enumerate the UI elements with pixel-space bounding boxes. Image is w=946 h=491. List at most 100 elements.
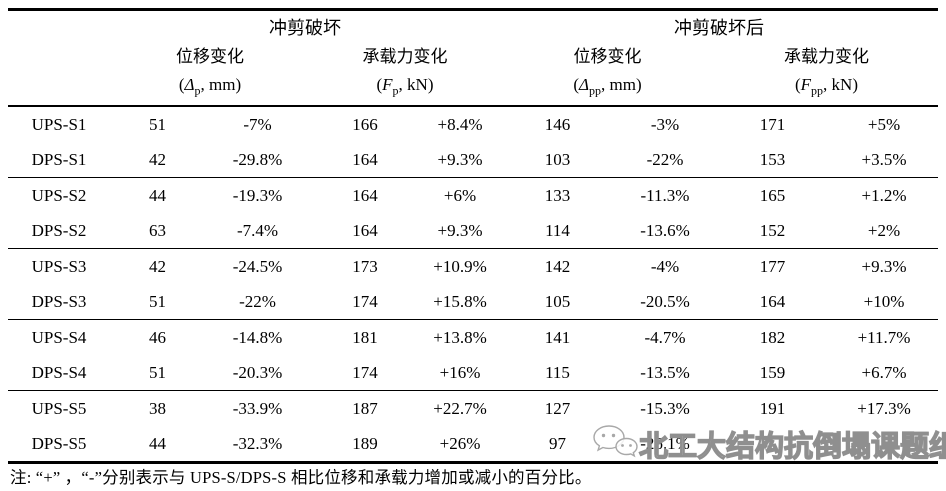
data-cell: -13.6% <box>640 220 690 240</box>
data-cell <box>715 426 830 463</box>
row-label: DPS-S4 <box>31 362 87 382</box>
data-cell: 164 <box>759 291 786 311</box>
data-cell: 97 <box>549 433 566 453</box>
header-title: 位移变化 <box>573 47 642 67</box>
data-cell: 146 <box>544 114 571 134</box>
table-row: DPS-S1 42 -29.8% 164 +9.3% 103 -22% 153 +3.5% <box>8 142 938 178</box>
table-row: UPS-S4 46 -14.8% 181 +13.8% 141 -4.7% 182 +11.7% <box>8 320 938 356</box>
data-cell: -20.5% <box>640 291 690 311</box>
table-row: UPS-S5 38 -33.9% 187 +22.7% 127 -15.3% 191 +17.3… <box>8 391 938 427</box>
data-cell: 51 <box>149 362 166 382</box>
data-cell: +9.3% <box>437 220 483 240</box>
data-cell: +9.3% <box>437 149 483 169</box>
data-cell: 141 <box>544 327 571 347</box>
data-cell: +15.8% <box>433 291 487 311</box>
data-cell: +6.7% <box>861 362 907 382</box>
row-label: DPS-S3 <box>31 291 87 311</box>
data-cell: 165 <box>759 185 786 205</box>
data-cell: 191 <box>759 398 786 418</box>
data-cell: +11.7% <box>857 327 911 347</box>
sub-header-row: 位移变化 (Δp, mm) 承载力变化 (Fp, kN) 位移变化 (Δpp, … <box>8 43 938 106</box>
table-row: DPS-S5 44 -32.3% 189 +26% 97 -26.1% <box>8 426 938 463</box>
data-cell: -29.8% <box>232 149 283 169</box>
row-label-header <box>8 43 110 106</box>
data-cell: +6% <box>443 185 477 205</box>
header-capacity-p: 承载力变化 (Fp, kN) <box>310 43 500 106</box>
table-row: UPS-S2 44 -19.3% 164 +6% 133 -11.3% 165 +1.2% <box>8 178 938 214</box>
header-displacement-p: 位移变化 (Δp, mm) <box>110 43 310 106</box>
data-cell: +3.5% <box>861 149 907 169</box>
table-row: UPS-S1 51 -7% 166 +8.4% 146 -3% 171 +5% <box>8 106 938 142</box>
data-cell: 44 <box>149 185 166 205</box>
data-cell: -4.7% <box>644 327 686 347</box>
data-cell: 182 <box>759 327 786 347</box>
data-cell: -3% <box>650 114 680 134</box>
data-cell: +8.4% <box>437 114 483 134</box>
row-label: UPS-S4 <box>31 327 87 347</box>
data-cell: 174 <box>352 362 378 382</box>
results-table: 冲剪破坏 冲剪破坏后 位移变化 (Δp, mm) 承载力变化 (Fp, kN) … <box>8 8 938 464</box>
data-cell: +5% <box>867 114 901 134</box>
data-cell: 51 <box>149 114 166 134</box>
data-cell: +22.7% <box>433 398 487 418</box>
data-cell: 187 <box>352 398 378 418</box>
data-cell: 142 <box>544 256 571 276</box>
data-cell: 152 <box>759 220 786 240</box>
table-row: UPS-S3 42 -24.5% 173 +10.9% 142 -4% 177 +9.3% <box>8 249 938 285</box>
data-cell: +16% <box>439 362 481 382</box>
data-cell: 174 <box>352 291 378 311</box>
header-unit: (Fp, kN) <box>376 75 434 98</box>
group-header-row: 冲剪破坏 冲剪破坏后 <box>8 10 938 44</box>
data-cell: -4% <box>650 256 680 276</box>
data-cell: 166 <box>352 114 378 134</box>
data-cell: 177 <box>759 256 786 276</box>
data-cell: 38 <box>149 398 166 418</box>
data-cell: 105 <box>544 291 571 311</box>
group-header-punching: 冲剪破坏 <box>269 18 341 38</box>
group-header-after-punching: 冲剪破坏后 <box>674 18 764 38</box>
data-cell: 171 <box>759 114 786 134</box>
data-cell: -33.9% <box>232 398 283 418</box>
data-cell: 133 <box>544 185 571 205</box>
header-unit: (Δp, mm) <box>178 75 242 98</box>
data-cell: -14.8% <box>232 327 283 347</box>
data-cell: +10% <box>863 291 905 311</box>
data-cell: -19.3% <box>232 185 283 205</box>
data-cell: +10.9% <box>433 256 487 276</box>
row-label: DPS-S1 <box>31 149 87 169</box>
header-capacity-pp: 承载力变化 (Fpp, kN) <box>715 43 938 106</box>
data-cell: 63 <box>149 220 166 240</box>
header-title: 承载力变化 <box>362 47 448 67</box>
table-row: DPS-S3 51 -22% 174 +15.8% 105 -20.5% 164 +10% <box>8 284 938 320</box>
data-cell: 42 <box>149 256 166 276</box>
table-header: 冲剪破坏 冲剪破坏后 位移变化 (Δp, mm) 承载力变化 (Fp, kN) … <box>8 10 938 106</box>
corner-cell <box>8 10 110 44</box>
data-cell: +9.3% <box>861 256 907 276</box>
data-cell: 164 <box>352 185 378 205</box>
data-cell: -7.4% <box>236 220 279 240</box>
results-table-container: 冲剪破坏 冲剪破坏后 位移变化 (Δp, mm) 承载力变化 (Fp, kN) … <box>8 8 938 464</box>
table-row: DPS-S4 51 -20.3% 174 +16% 115 -13.5% 159 +6.7% <box>8 355 938 391</box>
header-unit: (Δpp, mm) <box>573 75 642 98</box>
data-cell: 114 <box>545 220 570 240</box>
data-cell: 153 <box>759 149 786 169</box>
data-cell: +2% <box>867 220 901 240</box>
data-cell: 46 <box>149 327 166 347</box>
data-cell: -13.5% <box>640 362 690 382</box>
data-cell: 103 <box>544 149 571 169</box>
data-cell: 127 <box>544 398 571 418</box>
data-cell: -24.5% <box>232 256 283 276</box>
data-cell: -32.3% <box>232 433 283 453</box>
data-cell: 181 <box>352 327 378 347</box>
row-label: DPS-S5 <box>31 433 87 453</box>
data-cell: +17.3% <box>857 398 911 418</box>
data-cell: +26% <box>439 433 481 453</box>
header-title: 承载力变化 <box>784 47 869 67</box>
table-body: UPS-S1 51 -7% 166 +8.4% 146 -3% 171 +5% DPS-S1 42 -… <box>8 106 938 463</box>
table-row: DPS-S2 63 -7.4% 164 +9.3% 114 -13.6% 152 +2% <box>8 213 938 249</box>
row-label: UPS-S5 <box>31 398 87 418</box>
data-cell: -11.3% <box>640 185 690 205</box>
row-label: DPS-S2 <box>31 220 87 240</box>
data-cell: 159 <box>759 362 786 382</box>
data-cell: -26.1% <box>640 433 690 453</box>
